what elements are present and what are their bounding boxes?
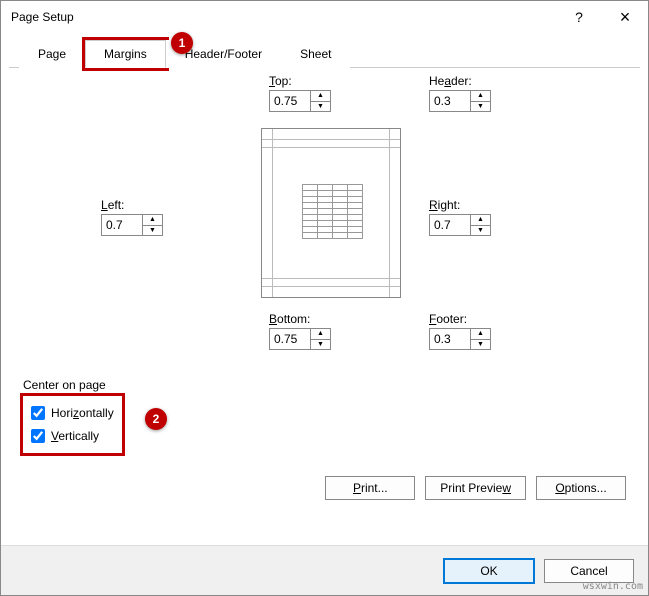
spin-up-icon[interactable]: ▲ [143,215,162,226]
bottom-label: Bottom: [269,312,331,326]
spin-down-icon[interactable]: ▼ [471,340,490,350]
header-label: Header: [429,74,491,88]
footer-label: Footer: [429,312,491,326]
horizontally-label: Horizontally [51,406,114,420]
center-checkbox-group: Horizontally Vertically [23,396,122,453]
left-input[interactable] [102,215,142,235]
tab-sheet[interactable]: Sheet [281,40,350,68]
spin-up-icon[interactable]: ▲ [471,91,490,102]
horizontally-checkbox[interactable] [31,406,45,420]
callout-1: 1 [171,32,193,54]
vertically-checkbox[interactable] [31,429,45,443]
page-preview [261,128,401,298]
margins-panel: 1 Top: ▲▼ Header: ▲▼ Left: ▲▼ [1,68,648,545]
bottom-spinner[interactable]: ▲▼ [269,328,331,350]
spin-up-icon[interactable]: ▲ [311,91,330,102]
ok-button[interactable]: OK [444,559,534,583]
print-button[interactable]: Print... [325,476,415,500]
right-label: Right: [429,198,491,212]
header-input[interactable] [430,91,470,111]
tab-page[interactable]: Page [19,40,85,68]
tab-strip: Page Margins Header/Footer Sheet [9,33,640,68]
center-on-page-label: Center on page [23,378,122,392]
bottom-input[interactable] [270,329,310,349]
close-button[interactable]: × [602,1,648,33]
footer-spinner[interactable]: ▲▼ [429,328,491,350]
top-input[interactable] [270,91,310,111]
callout-2: 2 [145,408,167,430]
dialog-title: Page Setup [11,10,556,24]
options-button[interactable]: Options... [536,476,626,500]
right-input[interactable] [430,215,470,235]
cancel-button[interactable]: Cancel [544,559,634,583]
spin-up-icon[interactable]: ▲ [471,329,490,340]
preview-grid-icon [302,184,362,244]
top-label: Top: [269,74,331,88]
dialog-footer: OK Cancel [1,545,648,595]
spin-down-icon[interactable]: ▼ [311,102,330,112]
right-spinner[interactable]: ▲▼ [429,214,491,236]
titlebar: Page Setup ? × [1,1,648,33]
print-preview-button[interactable]: Print Preview [425,476,526,500]
help-button[interactable]: ? [556,1,602,33]
spin-up-icon[interactable]: ▲ [311,329,330,340]
tab-margins[interactable]: Margins [85,40,166,68]
vertically-label: Vertically [51,429,99,443]
left-label: Left: [101,198,163,212]
header-spinner[interactable]: ▲▼ [429,90,491,112]
spin-down-icon[interactable]: ▼ [471,102,490,112]
spin-down-icon[interactable]: ▼ [143,226,162,236]
footer-input[interactable] [430,329,470,349]
watermark: wsxwin.com [583,581,643,592]
spin-down-icon[interactable]: ▼ [311,340,330,350]
spin-up-icon[interactable]: ▲ [471,215,490,226]
page-setup-dialog: Page Setup ? × Page Margins Header/Foote… [0,0,649,596]
spin-down-icon[interactable]: ▼ [471,226,490,236]
top-spinner[interactable]: ▲▼ [269,90,331,112]
action-buttons: Print... Print Preview Options... [325,476,626,500]
left-spinner[interactable]: ▲▼ [101,214,163,236]
